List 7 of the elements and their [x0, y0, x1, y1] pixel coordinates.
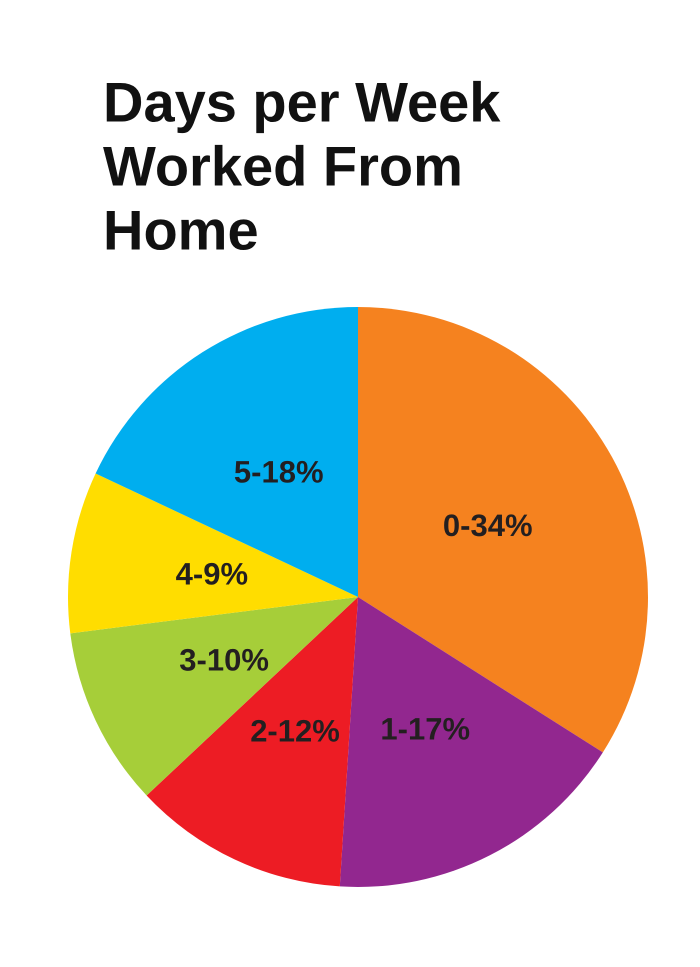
slice-label: 3-10%	[179, 642, 269, 678]
chart-title: Days per Week Worked From Home	[103, 70, 516, 262]
slice-label: 4-9%	[176, 556, 248, 592]
slice-label: 1-17%	[380, 711, 470, 746]
slice-label: 5-18%	[234, 454, 324, 490]
slice-label: 2-12%	[250, 713, 340, 748]
slice-label: 0-34%	[442, 508, 532, 544]
